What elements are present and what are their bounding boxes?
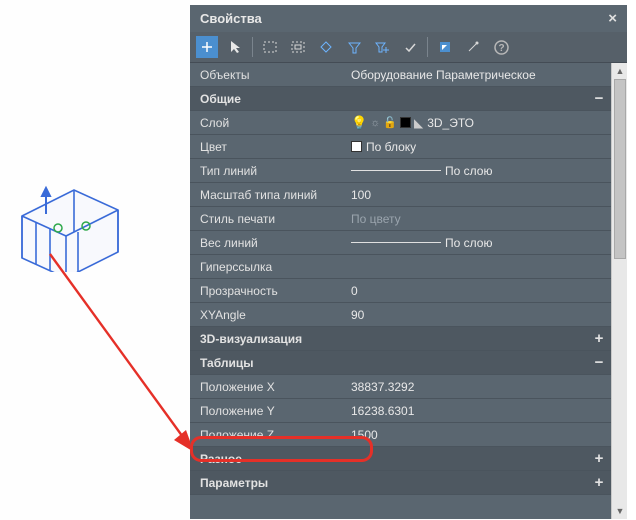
scrollbar[interactable]: ▲ ▼ <box>611 63 627 519</box>
posx-value: 38837.3292 <box>345 380 611 394</box>
linetype-value: По слою <box>345 164 611 178</box>
expand-icon: + <box>587 450 611 467</box>
posy-value: 16238.6301 <box>345 404 611 418</box>
prop-xyangle[interactable]: XYAngle 90 <box>190 303 611 327</box>
funnel-icon[interactable] <box>343 36 365 58</box>
lineweight-value: По слою <box>345 236 611 250</box>
properties-list: Объекты Оборудование Параметрическое Общ… <box>190 63 611 519</box>
prop-posz[interactable]: Положение Z 1500 <box>190 423 611 447</box>
section-tables[interactable]: Таблицы − <box>190 351 611 375</box>
prop-plotstyle[interactable]: Стиль печати По цвету <box>190 207 611 231</box>
selection-rect-icon[interactable] <box>259 36 281 58</box>
section-params[interactable]: Параметры + <box>190 471 611 495</box>
svg-text:?: ? <box>498 43 504 54</box>
posz-label: Положение Z <box>190 428 345 442</box>
prop-posx[interactable]: Положение X 38837.3292 <box>190 375 611 399</box>
section-tables-title: Таблицы <box>190 356 587 370</box>
layer-value: 💡 ☼ 🔓 ◣ 3D_ЭТО <box>345 115 611 131</box>
selection-rect2-icon[interactable] <box>287 36 309 58</box>
prop-ltscale[interactable]: Масштаб типа линий 100 <box>190 183 611 207</box>
funnel-add-icon[interactable] <box>371 36 393 58</box>
collapse-icon: − <box>587 354 611 371</box>
hyperlink-label: Гиперссылка <box>190 260 345 274</box>
select-plus-icon[interactable] <box>196 36 218 58</box>
wand-icon[interactable] <box>462 36 484 58</box>
toolbar-separator <box>427 37 428 57</box>
objects-value: Оборудование Параметрическое <box>345 68 611 82</box>
prop-layer[interactable]: Слой 💡 ☼ 🔓 ◣ 3D_ЭТО <box>190 111 611 135</box>
xyangle-label: XYAngle <box>190 308 345 322</box>
scroll-thumb[interactable] <box>614 79 626 259</box>
posx-label: Положение X <box>190 380 345 394</box>
properties-panel: Свойства × ? Объекты Оборудование Параме… <box>190 5 627 519</box>
prop-transparency[interactable]: Прозрачность 0 <box>190 279 611 303</box>
cursor-icon[interactable] <box>224 36 246 58</box>
objects-label: Объекты <box>190 68 345 82</box>
help-icon[interactable]: ? <box>490 36 512 58</box>
bulb-icon: 💡 <box>351 115 367 131</box>
prop-posy[interactable]: Положение Y 16238.6301 <box>190 399 611 423</box>
transparency-label: Прозрачность <box>190 284 345 298</box>
posz-value: 1500 <box>345 428 611 442</box>
filter-diamond-icon[interactable] <box>315 36 337 58</box>
section-3dviz-title: 3D-визуализация <box>190 332 587 346</box>
expand-icon: + <box>587 330 611 347</box>
prop-hyperlink[interactable]: Гиперссылка <box>190 255 611 279</box>
xyangle-value: 90 <box>345 308 611 322</box>
expand-icon: + <box>587 474 611 491</box>
plotstyle-label: Стиль печати <box>190 212 345 226</box>
swatch-white-icon <box>351 141 362 152</box>
color-value: По блоку <box>345 140 611 154</box>
freeze-icon: ☼ <box>370 117 380 129</box>
section-misc[interactable]: Разное + <box>190 447 611 471</box>
section-common[interactable]: Общие − <box>190 87 611 111</box>
prop-linetype[interactable]: Тип линий По слою <box>190 159 611 183</box>
panel-title-text: Свойства <box>200 11 262 26</box>
section-params-title: Параметры <box>190 476 587 490</box>
posy-label: Положение Y <box>190 404 345 418</box>
scroll-down-icon[interactable]: ▼ <box>612 503 627 519</box>
section-misc-title: Разное <box>190 452 587 466</box>
swatch-black-icon <box>400 117 411 128</box>
toolbar-separator <box>252 37 253 57</box>
panel-titlebar[interactable]: Свойства × <box>190 5 627 32</box>
transparency-value: 0 <box>345 284 611 298</box>
linetype-label: Тип линий <box>190 164 345 178</box>
ltscale-value: 100 <box>345 188 611 202</box>
line-sample-icon <box>351 170 441 171</box>
color-text: По блоку <box>366 140 416 154</box>
lineweight-label: Вес линий <box>190 236 345 250</box>
arrow-box-icon[interactable] <box>434 36 456 58</box>
collapse-icon: − <box>587 90 611 107</box>
equipment-3d-object[interactable] <box>18 182 123 272</box>
lineweight-text: По слою <box>445 236 492 250</box>
lock-icon: 🔓 <box>383 116 397 129</box>
close-icon[interactable]: × <box>608 10 617 27</box>
color-label: Цвет <box>190 140 345 154</box>
linetype-text: По слою <box>445 164 492 178</box>
plotstyle-value: По цвету <box>345 212 611 226</box>
section-common-title: Общие <box>190 92 587 106</box>
line-sample-icon <box>351 242 441 243</box>
objects-row[interactable]: Объекты Оборудование Параметрическое <box>190 63 611 87</box>
scroll-up-icon[interactable]: ▲ <box>612 63 627 79</box>
toolbar: ? <box>190 32 627 63</box>
canvas-area <box>0 0 190 520</box>
ltscale-label: Масштаб типа линий <box>190 188 345 202</box>
check-icon[interactable] <box>399 36 421 58</box>
layer-name: 3D_ЭТО <box>427 116 474 130</box>
section-3dviz[interactable]: 3D-визуализация + <box>190 327 611 351</box>
prop-color[interactable]: Цвет По блоку <box>190 135 611 159</box>
conduit-icon: ◣ <box>414 116 423 130</box>
layer-label: Слой <box>190 116 345 130</box>
prop-lineweight[interactable]: Вес линий По слою <box>190 231 611 255</box>
